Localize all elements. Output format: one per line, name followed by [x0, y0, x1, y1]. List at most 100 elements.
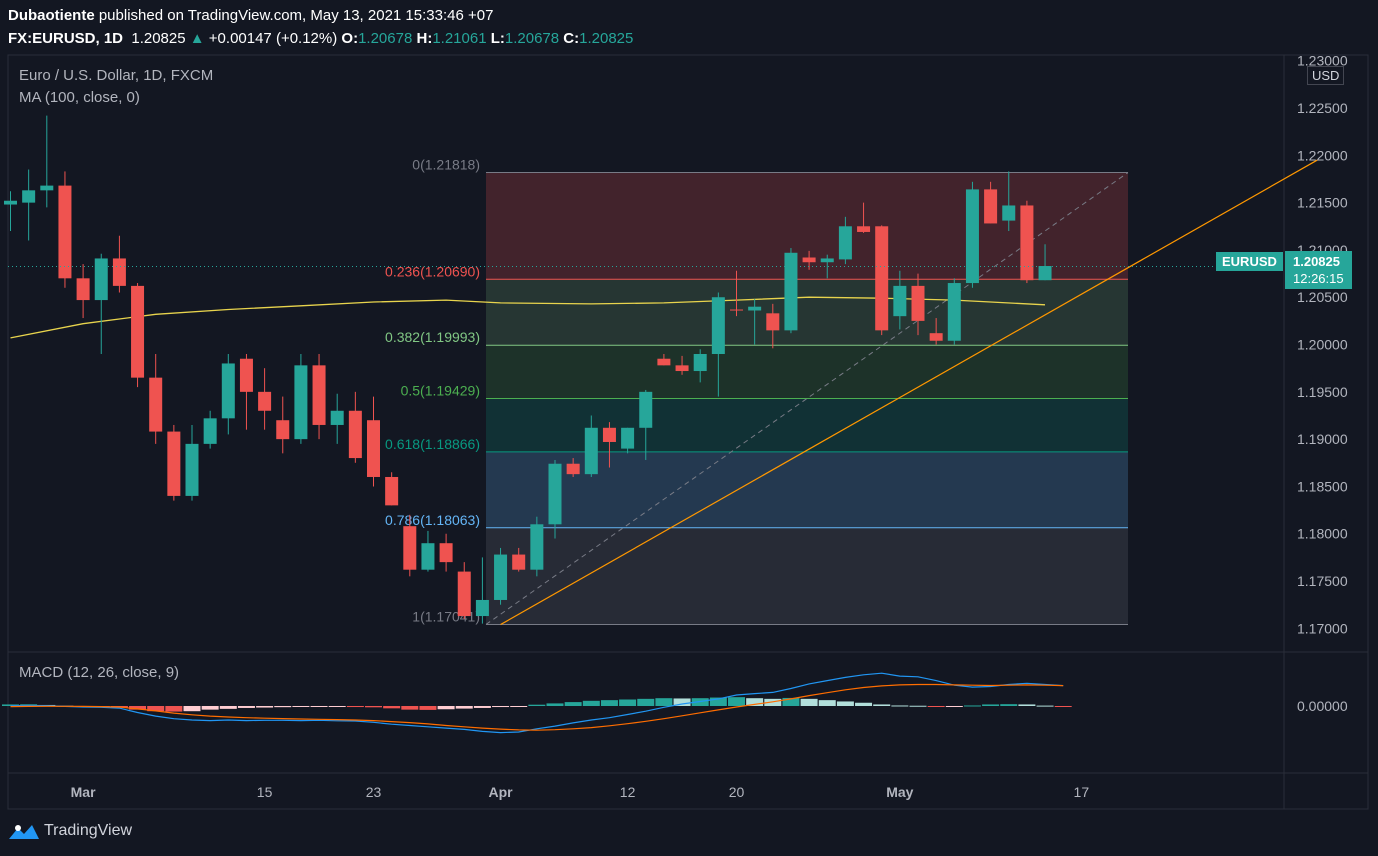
candle [131, 283, 145, 388]
bar-countdown: 12:26:15 [1293, 271, 1344, 286]
candle [258, 368, 272, 430]
macd-histogram-bar [1054, 706, 1072, 707]
candle [494, 547, 508, 605]
candle [185, 424, 199, 501]
time-tick-label: 20 [729, 784, 745, 800]
macd-histogram-bar [600, 700, 618, 706]
price-axis[interactable]: 1.230001.225001.220001.215001.210001.205… [1297, 53, 1348, 637]
candle-body [548, 463, 562, 525]
candle-body [457, 571, 471, 617]
candle [675, 355, 689, 375]
macd-histogram-bar [510, 706, 528, 707]
candle [4, 191, 17, 232]
candle [149, 354, 163, 444]
fibonacci-retracement[interactable]: 0(1.21818) 0.236(1.20690) 0.382(1.19993) 0.… [385, 157, 1129, 625]
candle [893, 270, 907, 330]
high-label: H: [416, 30, 433, 47]
candle [875, 225, 889, 336]
candle [730, 270, 743, 317]
macd-histogram-bar [800, 698, 818, 706]
time-axis[interactable]: Mar 15 23 Apr 12 20 May 17 [71, 784, 1090, 800]
candle [657, 354, 671, 366]
macd-histogram-bar [419, 706, 437, 710]
macd-histogram-bar [383, 706, 401, 709]
macd-histogram-bar [473, 706, 491, 708]
macd-histogram-bar [564, 702, 582, 706]
author-name[interactable]: Dubaotiente [8, 7, 95, 24]
candle [548, 459, 562, 539]
ma-legend[interactable]: MA (100, close, 0) [19, 89, 140, 106]
candle-body [330, 410, 344, 425]
chart-title[interactable]: Euro / U.S. Dollar, 1D, FXCM [19, 67, 214, 84]
macd-histogram-bar [728, 697, 745, 706]
candle-body [693, 354, 707, 372]
price-tick-label: 1.18000 [1297, 526, 1348, 542]
candle-body [1038, 266, 1052, 281]
candle [22, 169, 36, 241]
fib-level-label: 0.382(1.19993) [385, 329, 480, 345]
macd-histogram-bar [165, 706, 183, 712]
macd-histogram-bar [219, 706, 237, 709]
macd-histogram-bar [873, 704, 891, 706]
macd-histogram-bar [855, 702, 873, 706]
price-tick-label: 1.22500 [1297, 100, 1348, 116]
time-tick-label: 15 [257, 784, 273, 800]
candle [58, 171, 72, 288]
candle [984, 181, 998, 224]
macd-histogram-bar [528, 704, 546, 706]
change-value: +0.00147 (+0.12%) [208, 30, 338, 47]
macd-histogram-bar [673, 698, 691, 706]
macd-histogram-bar [455, 706, 473, 709]
macd-histogram-bar [274, 706, 292, 708]
candle [802, 250, 816, 270]
candle [929, 318, 943, 345]
open-label: O: [341, 30, 359, 47]
candle [838, 216, 852, 265]
candle-body [385, 476, 399, 506]
candle [348, 391, 362, 463]
macd-histogram-bar [1036, 705, 1054, 707]
candle [94, 253, 108, 354]
time-tick-label: Apr [488, 784, 513, 800]
macd-line [10, 672, 1064, 734]
candle-body [675, 365, 689, 372]
macd-histogram-bar [836, 701, 854, 706]
macd-histogram-bar [147, 706, 165, 712]
up-arrow-icon: ▲ [189, 30, 205, 47]
candle [965, 181, 979, 288]
candle-body [348, 410, 362, 459]
price-tick-label: 1.19000 [1297, 431, 1348, 447]
fib-zone [486, 279, 1128, 346]
trendline[interactable] [500, 159, 1318, 626]
candle [112, 235, 126, 293]
candle-body [584, 427, 598, 475]
candle-body [784, 252, 798, 331]
macd-legend[interactable]: MACD (12, 26, close, 9) [19, 664, 180, 681]
price-tick-label: 1.21500 [1297, 195, 1348, 211]
candle [330, 393, 344, 444]
candle [784, 248, 798, 334]
macd-histogram-bar [764, 698, 782, 706]
publish-info: Dubaotiente published on TradingView.com… [8, 7, 493, 24]
candle [421, 530, 435, 572]
fib-level-label: 0.618(1.18866) [385, 436, 480, 452]
tradingview-logo[interactable]: TradingView [8, 822, 132, 840]
candle-body [76, 278, 90, 301]
fib-level-label: 0.236(1.20690) [385, 263, 480, 279]
candle-body [802, 257, 816, 263]
macd-histogram-bar [709, 697, 727, 706]
candle-body [530, 524, 544, 570]
symbol-label: FX:EURUSD, 1D [8, 30, 124, 47]
currency-label[interactable]: USD [1307, 66, 1345, 85]
candle [530, 516, 544, 577]
candle-body [911, 285, 925, 321]
candle [766, 303, 780, 349]
macd-histogram-bar [401, 706, 419, 710]
candle-body [58, 185, 72, 279]
published-text: published on TradingView.com, May 13, 20… [98, 7, 494, 24]
candle-body [239, 358, 253, 392]
candle-body [294, 365, 308, 440]
macd-histogram-bar [437, 706, 455, 710]
candle [566, 458, 580, 477]
